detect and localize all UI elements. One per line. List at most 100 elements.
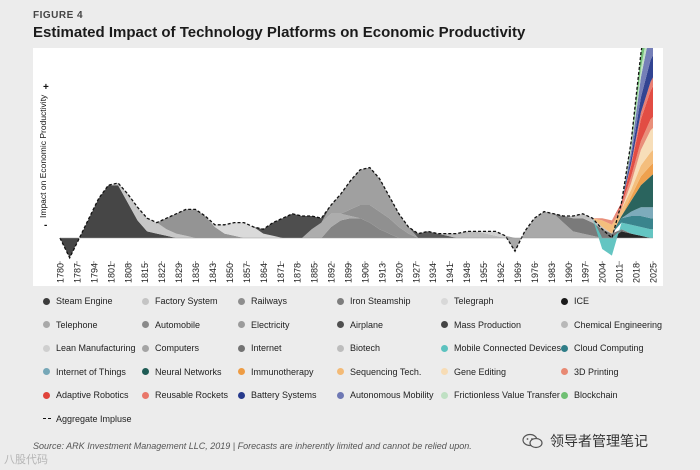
area-steam-engine [60, 185, 653, 258]
x-tick-label: 1815 [140, 263, 150, 283]
legend-label: Telegraph [454, 296, 494, 306]
legend-label: Battery Systems [251, 390, 317, 400]
x-tick-label: 1990 [564, 263, 574, 283]
legend-label: Steam Engine [56, 296, 113, 306]
legend-swatch [441, 297, 448, 305]
legend-label: Biotech [350, 343, 381, 353]
legend-swatch [43, 344, 50, 352]
legend-item: Battery Systems [238, 390, 317, 400]
legend-item: Telegraph [441, 296, 494, 306]
area-internet [60, 167, 653, 238]
legend-item: Electricity [238, 320, 290, 330]
chart-panel: 1780 1787 1794 1801 1808 1815 1822 1829 1836 1843… [33, 48, 663, 286]
legend-label: Computers [155, 343, 200, 353]
legend-swatch [337, 344, 344, 352]
x-tick-label: 1829 [174, 263, 184, 283]
figure-label: FIGURE 4 [33, 10, 84, 21]
legend-item: Adaptive Robotics [43, 390, 129, 400]
area-railways [60, 183, 653, 238]
legend-swatch [142, 368, 149, 375]
watermark-text: 领导者管理笔记 [550, 434, 648, 450]
legend-dash [43, 418, 51, 419]
legend-swatch [441, 391, 448, 399]
legend-label: Adaptive Robotics [56, 390, 129, 400]
x-tick-label: 1780 [56, 263, 66, 283]
legend-item-aggregate: Aggregate Impluse [43, 414, 132, 424]
legend-label: Autonomous Mobility [350, 390, 434, 400]
x-tick-label: 1850 [225, 263, 235, 283]
legend-label: Aggregate Impluse [56, 413, 132, 424]
x-tick-label: 1787 [72, 263, 82, 283]
legend-item: Cloud Computing [561, 343, 644, 353]
legend-item: Frictionless Value Transfer [441, 390, 560, 400]
x-tick-label: 1906 [360, 263, 370, 283]
area-electricity [60, 167, 653, 238]
legend-item: Telephone [43, 320, 98, 330]
legend-label: Chemical Engineering [574, 319, 663, 330]
legend-label: Sequencing Tech. [350, 366, 422, 377]
legend-swatch [142, 391, 149, 399]
legend-label: Gene Editing [454, 366, 507, 377]
legend-label: Automobile [155, 319, 201, 330]
legend-label: Airplane [350, 319, 384, 330]
wechat-icon [522, 433, 543, 449]
legend-label: Immunotherapy [251, 366, 314, 377]
x-tick-label: 1794 [89, 263, 99, 283]
legend-item: Neural Networks [142, 367, 222, 377]
x-tick-label: 1878 [293, 263, 303, 283]
x-tick-label: 1885 [310, 263, 320, 283]
source-footer: Source: ARK Investment Management LLC, 2… [33, 441, 472, 451]
x-tick-label: 1983 [547, 263, 557, 283]
legend-item: Computers [142, 343, 199, 353]
legend-item: Sequencing Tech. [337, 367, 421, 377]
legend-label: ICE [574, 296, 590, 306]
x-tick-label: 1899 [344, 263, 354, 283]
legend-swatch [441, 321, 448, 328]
x-tick-label: 1836 [191, 263, 201, 283]
legend-swatch [142, 297, 149, 305]
x-tick-label: 1955 [479, 263, 489, 283]
legend-item: Chemical Engineering [561, 320, 662, 330]
legend-swatch [238, 368, 245, 375]
legend-item: Blockchain [561, 390, 618, 400]
legend-label: Mobile Connected Devices [454, 343, 562, 353]
legend-swatch [142, 344, 149, 352]
legend-label: Railways [251, 296, 288, 306]
legend-label: Iron Steamship [350, 296, 411, 306]
legend-item: Biotech [337, 343, 380, 353]
legend-swatch [561, 368, 568, 375]
legend-swatch [337, 297, 344, 305]
legend-label: Internet of Things [56, 366, 126, 377]
legend-item: Iron Steamship [337, 296, 411, 306]
legend-item: Reusable Rockets [142, 390, 228, 400]
x-tick-label: 1976 [530, 263, 540, 283]
x-tick-label: 1843 [208, 263, 218, 283]
legend-item: Gene Editing [441, 367, 506, 377]
legend-swatch [43, 391, 50, 399]
legend-swatch [337, 391, 344, 399]
legend-swatch [561, 344, 568, 352]
legend-swatch [43, 368, 50, 375]
legend-item: Steam Engine [43, 296, 113, 306]
aggregate-line [59, 48, 643, 260]
x-tick-label: 1962 [496, 263, 506, 283]
legend-label: 3D Printing [574, 366, 619, 377]
legend-swatch [561, 391, 568, 399]
watermark-left: 八股代码 [4, 453, 48, 466]
x-tick-label: 1941 [445, 263, 455, 283]
x-tick-label: 1927 [411, 263, 421, 283]
y-axis-minus: - [44, 220, 47, 231]
x-tick-label: 1801 [106, 263, 116, 283]
y-axis-plus: + [43, 82, 49, 93]
legend-item: Internet [238, 343, 282, 353]
legend-label: Blockchain [574, 390, 618, 400]
legend-label: Frictionless Value Transfer [454, 390, 560, 400]
legend-item: 3D Printing [561, 367, 619, 377]
legend-swatch [561, 297, 568, 305]
legend-label: Electricity [251, 319, 290, 330]
legend-label: Cloud Computing [574, 343, 644, 353]
legend-label: Telephone [56, 319, 98, 330]
legend-label: Neural Networks [155, 366, 222, 377]
legend-swatch [238, 297, 245, 305]
area-automobile [60, 183, 653, 238]
